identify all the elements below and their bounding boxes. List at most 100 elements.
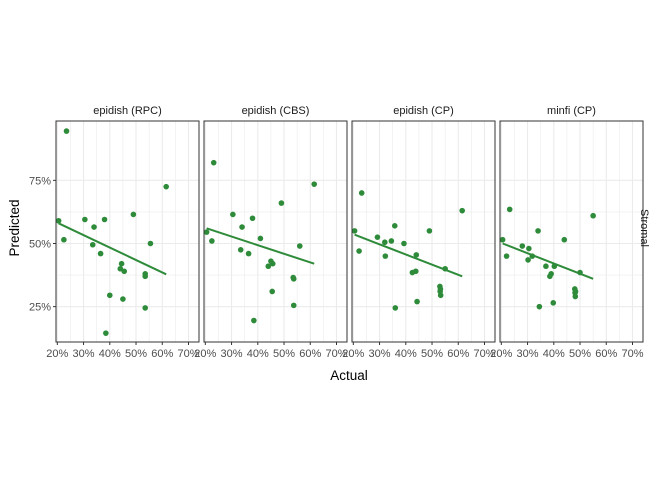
trend-line [206, 227, 315, 265]
data-point [526, 245, 532, 252]
data-point [525, 257, 531, 263]
data-point [121, 268, 128, 275]
panel-strip [352, 99, 495, 121]
panel-epidish-cp-: epidish (CP) [351, 99, 496, 343]
data-point [251, 317, 257, 324]
data-point [290, 276, 297, 282]
data-point [442, 265, 448, 272]
panel-strip-label: epidish (CP) [393, 105, 454, 117]
panel-minfi-cp-: minfi (CP) [499, 99, 644, 343]
data-point [392, 305, 399, 311]
data-point [401, 240, 407, 247]
data-point [590, 212, 596, 219]
panel-strip-label: epidish (CBS) [242, 105, 310, 117]
data-point [237, 247, 244, 253]
data-point [257, 235, 264, 242]
data-point [101, 216, 108, 223]
x-tick-label: 20% [490, 348, 512, 360]
data-point [536, 303, 543, 310]
data-point [572, 293, 579, 300]
x-axes: 20% 30% 40% 50% 60% 70%20% 30% 40% 50% 60% 70%20% 3… [46, 342, 644, 360]
x-tick-label: 50% [569, 348, 591, 360]
data-point [203, 229, 210, 235]
data-point [120, 296, 126, 302]
x-tick-label: 60% [447, 348, 469, 360]
x-tick-label: 40% [395, 348, 417, 360]
panel-border [55, 120, 200, 343]
data-point [459, 207, 466, 214]
x-tick-label: 60% [151, 348, 173, 360]
data-point [63, 128, 70, 134]
data-point [103, 330, 109, 336]
x-tick-label: 20% [342, 348, 364, 360]
data-point [550, 300, 557, 306]
x-tick-label: 60% [299, 348, 321, 360]
data-point [239, 224, 245, 230]
data-point [97, 250, 104, 257]
data-point [142, 271, 149, 277]
data-point [130, 211, 137, 218]
data-point [381, 239, 388, 246]
data-point [535, 228, 541, 234]
x-tick-label: 30% [73, 348, 95, 360]
data-point [414, 298, 420, 305]
data-point [296, 243, 303, 249]
panel-strip [56, 99, 199, 121]
data-point [413, 252, 420, 258]
data-point [437, 286, 444, 292]
y-tick-label: 25% [29, 302, 51, 314]
panel-strip [500, 99, 643, 121]
data-point [163, 183, 170, 190]
data-point [210, 159, 217, 166]
data-point [391, 223, 398, 229]
data-point [269, 260, 276, 267]
x-tick-label: 50% [421, 348, 443, 360]
data-point [91, 224, 97, 230]
panel-strip-label: minfi (CP) [547, 105, 596, 117]
x-tick-label: 70% [473, 348, 495, 360]
x-tick-label: 40% [99, 348, 121, 360]
data-point [577, 269, 583, 276]
data-point [106, 292, 113, 299]
x-tick-label: 70% [325, 348, 347, 360]
data-point [147, 240, 154, 247]
data-point [551, 263, 558, 270]
data-point [561, 236, 568, 243]
data-point [503, 253, 510, 259]
data-point [572, 288, 579, 295]
data-point [118, 260, 125, 267]
data-point [269, 288, 276, 295]
panel-strip-label: epidish (RPC) [93, 105, 161, 117]
x-tick-label: 40% [247, 348, 269, 360]
data-point [388, 238, 395, 244]
data-point [499, 236, 506, 243]
panel-strip [204, 99, 347, 121]
panel-border [499, 120, 644, 343]
panel-border [203, 120, 348, 343]
x-tick-label: 30% [517, 348, 539, 360]
x-tick-label: 50% [273, 348, 295, 360]
row-strip-label: Stromal [638, 209, 650, 247]
data-point [311, 181, 318, 187]
x-tick-label: 30% [369, 348, 391, 360]
x-tick-label: 60% [595, 348, 617, 360]
y-axis: 25% 50% 75% [29, 175, 56, 314]
data-point [209, 238, 215, 244]
panels-group: epidish (RPC) epidish (CBS) epidish (CP) mi… [55, 99, 644, 343]
data-point [548, 271, 554, 277]
y-tick-label: 50% [29, 238, 51, 250]
data-point [265, 263, 272, 270]
data-point [382, 253, 389, 259]
data-point [543, 263, 549, 270]
data-point [55, 217, 62, 224]
data-point [142, 305, 149, 311]
x-tick-label: 70% [177, 348, 199, 360]
data-point [426, 228, 433, 234]
data-point [61, 236, 67, 243]
panel-epidish-cbs-: epidish (CBS) [203, 99, 348, 343]
panel-border [351, 120, 496, 343]
data-point [506, 206, 513, 213]
data-point [230, 211, 236, 218]
trend-line [58, 222, 167, 276]
data-point [529, 253, 536, 259]
